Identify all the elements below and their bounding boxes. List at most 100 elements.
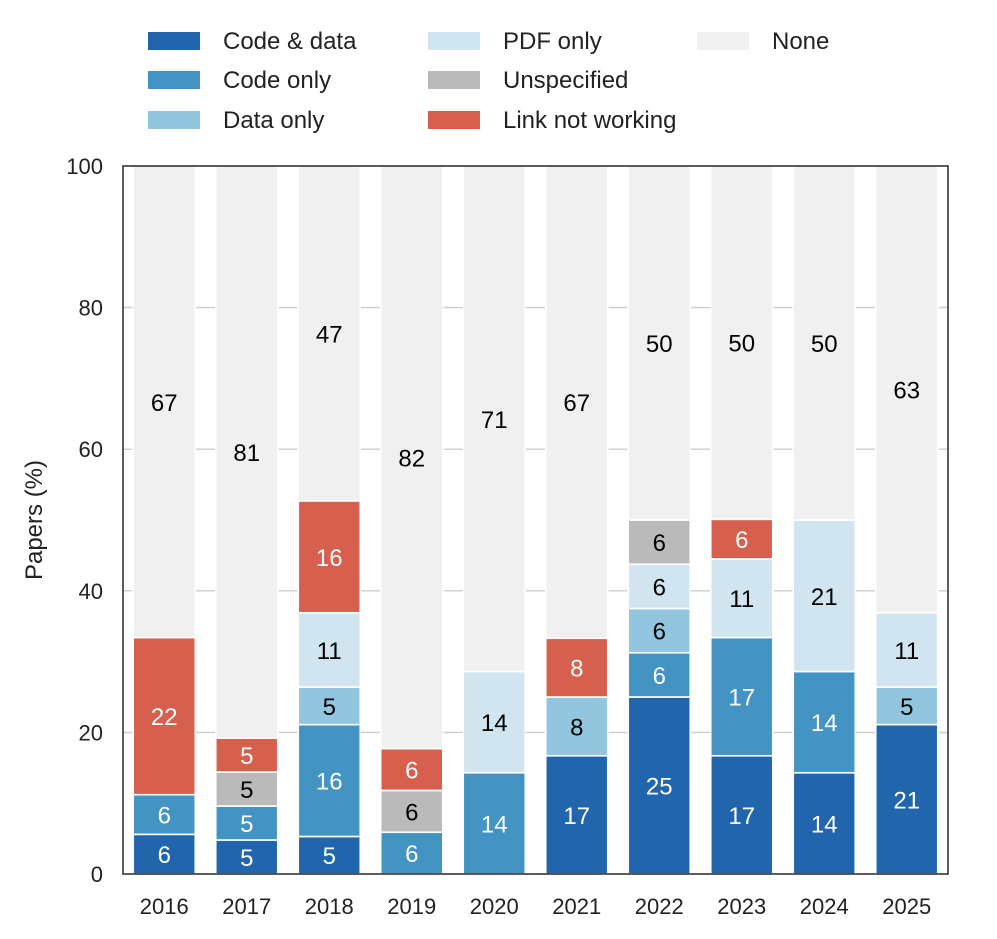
bar-2021: 17 8 8 67 (544, 165, 609, 875)
bar-segment-unspecified (214, 771, 279, 807)
data-label: 11 (894, 638, 919, 665)
bar-segment-pdf-only (792, 519, 857, 673)
bar-segment-none (297, 165, 362, 502)
legend-label: Code only (223, 67, 331, 94)
bar-segment-code-and-data (132, 833, 197, 875)
x-tick-label: 2016 (140, 894, 189, 919)
x-axis: 2016 2017 2018 2019 2020 2021 2022 2023 2024 2025 (140, 894, 931, 919)
x-tick-label: 2025 (882, 894, 931, 919)
bar-2024: 14 14 21 50 (792, 165, 857, 875)
data-label: 22 (151, 704, 178, 731)
data-label: 11 (317, 638, 342, 665)
x-tick-label: 2017 (222, 894, 271, 919)
data-label: 14 (811, 811, 838, 838)
data-label: 16 (316, 769, 343, 796)
legend-item-unspecified: Unspecified (428, 67, 628, 94)
bar-segment-code-and-data (709, 754, 774, 875)
bar-2023: 17 17 11 6 50 (709, 165, 774, 875)
bar-segment-code-only (462, 771, 527, 875)
data-label: 6 (158, 803, 171, 830)
data-label: 6 (405, 799, 418, 826)
y-tick-label: 40 (79, 579, 103, 604)
data-label: 67 (563, 390, 590, 417)
bar-segment-pdf-only (297, 611, 362, 688)
bar-segment-none (709, 165, 774, 521)
data-label: 6 (653, 663, 666, 690)
bars: 6 6 22 67 5 5 5 5 81 5 16 5 11 16 47 6 6 6 82 14 14 71 17 8 8 67 2… (132, 165, 939, 875)
data-label: 63 (893, 377, 920, 404)
bar-segment-pdf-only (874, 611, 939, 688)
data-label: 81 (233, 440, 260, 467)
legend-swatch (697, 32, 749, 50)
bar-segment-pdf-only (462, 670, 527, 774)
x-tick-label: 2023 (717, 894, 766, 919)
bar-segment-none (874, 165, 939, 614)
data-label: 6 (405, 841, 418, 868)
data-label: 14 (481, 811, 508, 838)
legend-item-link-not-working: Link not working (428, 107, 676, 134)
x-tick-label: 2019 (387, 894, 436, 919)
x-tick-label: 2021 (552, 894, 601, 919)
data-label: 21 (811, 584, 838, 611)
bar-2025: 21 5 11 63 (874, 165, 939, 875)
bar-segment-data-only (544, 696, 609, 757)
bar-segment-none (544, 165, 609, 640)
bar-segment-code-only (297, 723, 362, 838)
bar-segment-none (214, 165, 279, 739)
data-label: 5 (323, 843, 336, 870)
y-tick-label: 80 (79, 296, 103, 321)
data-label: 11 (729, 586, 754, 613)
data-label: 5 (240, 811, 253, 838)
data-label: 6 (653, 574, 666, 601)
data-label: 82 (398, 445, 425, 472)
data-label: 5 (240, 845, 253, 872)
legend-item-pdf-only: PDF only (428, 28, 602, 55)
data-label: 5 (323, 694, 336, 721)
bar-segment-code-and-data (214, 839, 279, 875)
bar-segment-link-not-working (709, 518, 774, 560)
bar-segment-pdf-only (627, 563, 692, 610)
bar-segment-code-only (627, 651, 692, 698)
data-label: 6 (405, 758, 418, 785)
data-label: 6 (653, 619, 666, 646)
data-label: 6 (653, 530, 666, 557)
bar-2019: 6 6 6 82 (379, 165, 444, 875)
bar-segment-code-only (379, 831, 444, 875)
y-tick-label: 60 (79, 437, 103, 462)
data-label: 5 (900, 694, 913, 721)
data-label: 6 (735, 527, 748, 554)
legend-label: Data only (223, 107, 324, 134)
bar-segment-none (792, 165, 857, 521)
bar-segment-link-not-working (214, 737, 279, 773)
legend-label: Unspecified (503, 67, 628, 94)
y-axis: 0 20 40 60 80 100 (66, 154, 103, 887)
legend: Code & data Code only Data only PDF only Uns… (148, 28, 829, 134)
data-label: 50 (811, 331, 838, 358)
legend-item-none: None (697, 28, 829, 55)
y-tick-label: 100 (66, 154, 103, 179)
legend-label: Link not working (503, 107, 676, 134)
bar-2016: 6 6 22 67 (132, 165, 197, 875)
data-label: 5 (240, 777, 253, 804)
bar-segment-code-and-data (627, 696, 692, 875)
bar-segment-code-only (792, 670, 857, 774)
data-label: 25 (646, 774, 673, 801)
legend-swatch (148, 32, 200, 50)
data-label: 17 (728, 803, 755, 830)
bar-segment-code-only (709, 636, 774, 757)
bar-segment-none (132, 165, 197, 639)
bar-2017: 5 5 5 5 81 (214, 165, 279, 875)
data-label: 47 (316, 321, 343, 348)
data-label: 14 (481, 710, 508, 737)
x-tick-label: 2022 (635, 894, 684, 919)
bar-segment-pdf-only (709, 558, 774, 639)
bar-2022: 25 6 6 6 6 50 (627, 165, 692, 875)
legend-label: Code & data (223, 28, 357, 55)
data-label: 17 (563, 803, 590, 830)
legend-swatch (428, 71, 480, 89)
data-label: 50 (728, 331, 755, 358)
data-label: 8 (570, 656, 583, 683)
bar-segment-link-not-working (379, 747, 444, 792)
bar-2020: 14 14 71 (462, 165, 527, 875)
